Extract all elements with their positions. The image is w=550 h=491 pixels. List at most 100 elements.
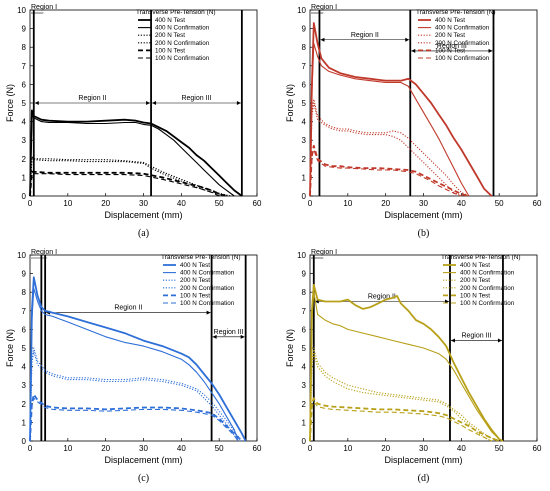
legend-item-label: 100 N Confirmation <box>180 300 235 307</box>
arrow-head <box>240 334 245 339</box>
legend-item-label: 100 N Test <box>435 47 465 54</box>
arrow-head <box>212 334 217 339</box>
series-line <box>29 156 231 197</box>
x-tick-label: 50 <box>495 444 504 453</box>
series-line <box>309 144 470 197</box>
region-label: Region II <box>368 294 396 301</box>
legend-item-label: 200 N Test <box>460 277 490 284</box>
x-tick-label: 30 <box>419 444 428 453</box>
legend-item-label: 400 N Test <box>435 17 465 24</box>
y-tick-label: 4 <box>302 363 307 372</box>
legend-title: Transverse Pre-Tension (N) <box>416 9 496 16</box>
x-tick-label: 20 <box>381 444 390 453</box>
legend-item-label: 400 N Test <box>460 262 490 269</box>
chart-panel-b: 0 10 20 30 40 50 60 0 1 2 3 4 5 6 7 8 9 10 Displacement (m… <box>285 4 542 239</box>
series-line <box>29 397 239 442</box>
x-tick-label: 60 <box>253 444 262 453</box>
legend-item-label: 100 N Confirmation <box>460 300 515 307</box>
y-tick-label: 0 <box>302 437 307 446</box>
series-line <box>309 353 492 442</box>
plot-frame <box>29 254 258 442</box>
y-tick-label: 7 <box>22 62 27 71</box>
arrow-head <box>146 101 151 105</box>
legend-item-label: 200 N Test <box>180 277 210 284</box>
chart-panel-c: 0 10 20 30 40 50 60 0 1 2 3 4 5 6 7 8 9 10 Displacement (m… <box>5 249 262 484</box>
y-tick-label: 9 <box>22 25 27 34</box>
panel-label: (a) <box>138 228 149 239</box>
arrow-head <box>206 310 211 315</box>
y-tick-label: 4 <box>302 118 307 127</box>
y-tick-label: 9 <box>22 270 27 279</box>
legend-item-label: 100 N Test <box>155 47 185 54</box>
x-tick-label: 20 <box>101 199 110 208</box>
series-line <box>309 102 462 197</box>
series-line <box>29 393 243 442</box>
y-tick-label: 2 <box>302 400 307 409</box>
y-tick-label: 5 <box>302 99 307 108</box>
panel-label: (b) <box>418 228 430 239</box>
series-line <box>309 98 470 197</box>
legend: Transverse Pre-Tension (N)400 N Test400 … <box>161 254 241 307</box>
y-tick-label: 7 <box>22 307 27 316</box>
y-tick-label: 2 <box>302 155 307 164</box>
y-axis-label: Force (N) <box>285 329 295 367</box>
x-tick-label: 0 <box>28 444 33 453</box>
region-label: Region III <box>437 43 467 50</box>
region-label: Region I <box>31 4 57 11</box>
x-axis-label: Displacement (mm) <box>384 455 462 465</box>
legend-item-label: 400 N Confirmation <box>435 25 490 32</box>
legend: Transverse Pre-Tension (N)400 N Test400 … <box>136 9 216 62</box>
legend-title: Transverse Pre-Tension (N) <box>161 254 241 261</box>
y-tick-label: 8 <box>302 43 307 52</box>
x-tick-label: 50 <box>495 199 504 208</box>
panel-label: (c) <box>138 473 149 484</box>
legend-item-label: 200 N Confirmation <box>435 40 490 47</box>
legend-item-label: 200 N Test <box>155 32 185 39</box>
legend-item-label: 400 N Test <box>180 262 210 269</box>
region-label: Region II <box>114 305 142 312</box>
series-line <box>29 170 227 197</box>
arrow-head <box>450 338 455 343</box>
y-tick-label: 5 <box>22 344 27 353</box>
legend-item-label: 400 N Test <box>155 17 185 24</box>
arrow-head <box>497 338 502 343</box>
x-tick-label: 40 <box>457 199 466 208</box>
y-tick-label: 5 <box>302 344 307 353</box>
series-line <box>309 397 500 442</box>
x-tick-label: 10 <box>63 199 72 208</box>
series-line <box>29 351 239 442</box>
x-tick-label: 30 <box>139 444 148 453</box>
series-line <box>309 283 504 442</box>
series-line <box>309 401 492 442</box>
chart-panel-a: 0 10 20 30 40 50 60 0 1 2 3 4 5 6 7 8 9 10 Displacement (m… <box>5 4 262 239</box>
region-label: Region III <box>181 95 211 102</box>
legend-item-label: 400 N Confirmation <box>155 25 210 32</box>
arrow-head <box>320 37 325 42</box>
legend-item-label: 100 N Confirmation <box>435 55 490 62</box>
x-tick-label: 50 <box>215 199 224 208</box>
region-label: Region I <box>31 249 57 256</box>
legend-item-label: 400 N Confirmation <box>460 270 515 277</box>
y-tick-label: 7 <box>302 62 307 71</box>
region-label: Region I <box>311 249 337 256</box>
x-tick-label: 0 <box>28 199 33 208</box>
y-tick-label: 1 <box>302 173 307 182</box>
y-tick-label: 1 <box>22 173 27 182</box>
legend-item-label: 100 N Confirmation <box>155 55 210 62</box>
y-tick-label: 1 <box>22 418 27 427</box>
x-tick-label: 10 <box>343 199 352 208</box>
y-axis-label: Force (N) <box>5 84 15 122</box>
y-tick-label: 3 <box>302 381 307 390</box>
series-line <box>29 115 235 197</box>
series-line <box>309 22 493 197</box>
y-tick-label: 10 <box>297 6 306 15</box>
series-line <box>309 148 462 197</box>
arrow-head <box>411 48 416 53</box>
legend-item-label: 200 N Confirmation <box>180 285 235 292</box>
y-tick-label: 5 <box>22 99 27 108</box>
x-tick-label: 60 <box>253 199 262 208</box>
y-tick-label: 0 <box>22 437 27 446</box>
y-tick-label: 3 <box>22 136 27 145</box>
legend: Transverse Pre-Tension (N)400 N Test400 … <box>441 254 521 307</box>
